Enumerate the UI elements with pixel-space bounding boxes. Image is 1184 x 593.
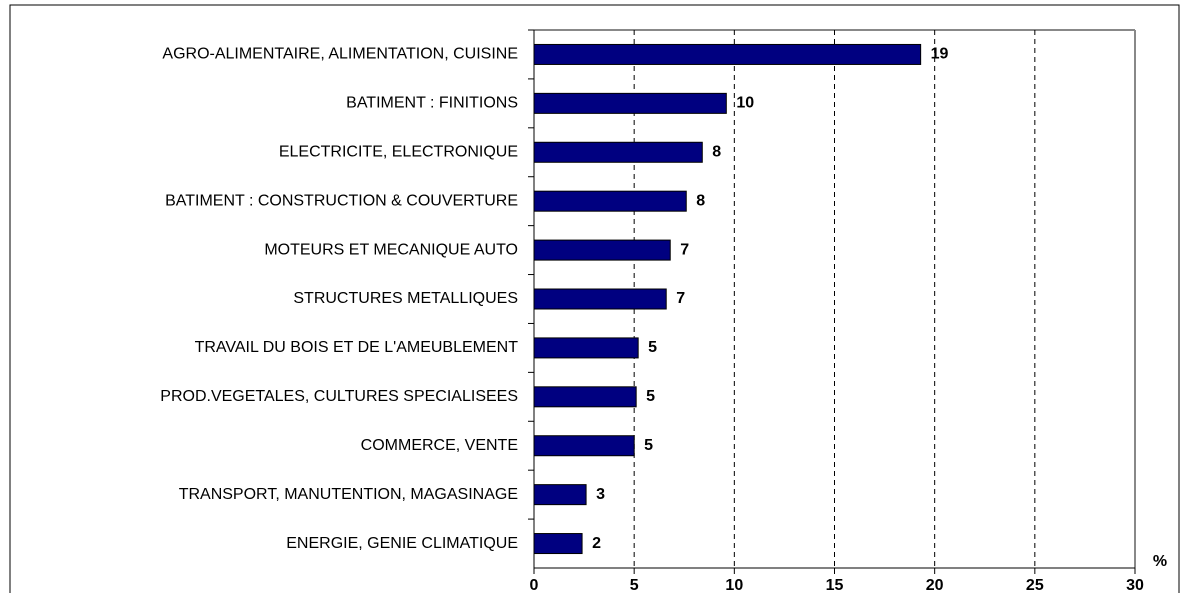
y-tick-label: ENERGIE, GENIE CLIMATIQUE <box>286 535 518 552</box>
x-tick-label: 30 <box>1126 577 1144 593</box>
y-tick-label: MOTEURS ET MECANIQUE AUTO <box>264 241 518 258</box>
data-label: 8 <box>696 192 705 209</box>
data-label: 10 <box>736 95 754 112</box>
bar <box>533 435 635 457</box>
bar <box>533 190 687 212</box>
bar <box>533 92 727 114</box>
y-tick-label: BATIMENT : FINITIONS <box>346 95 518 112</box>
data-label: 7 <box>680 241 689 258</box>
y-tick-label: TRANSPORT, MANUTENTION, MAGASINAGE <box>179 486 518 503</box>
data-label: 7 <box>676 290 685 307</box>
bar <box>533 337 639 359</box>
data-label: 5 <box>646 388 655 405</box>
x-tick-label: 20 <box>926 577 944 593</box>
data-label: 3 <box>596 486 605 503</box>
bar <box>533 141 703 163</box>
data-label: 5 <box>648 339 657 356</box>
bar <box>533 533 583 555</box>
y-tick-label: PROD.VEGETALES, CULTURES SPECIALISEES <box>160 388 518 405</box>
bar <box>533 386 637 408</box>
data-label: 5 <box>644 437 653 454</box>
data-label: 8 <box>712 143 721 160</box>
bar <box>533 43 922 65</box>
bar <box>533 239 671 261</box>
x-tick-label: 10 <box>725 577 743 593</box>
y-tick-label: AGRO-ALIMENTAIRE, ALIMENTATION, CUISINE <box>162 46 518 63</box>
x-tick-label: 5 <box>630 577 639 593</box>
data-label: 2 <box>592 535 601 552</box>
x-tick-label: 0 <box>530 577 539 593</box>
y-tick-label: STRUCTURES METALLIQUES <box>293 290 518 307</box>
y-tick-label: TRAVAIL DU BOIS ET DE L'AMEUBLEMENT <box>195 339 519 356</box>
data-label: 19 <box>931 46 949 63</box>
y-tick-label: COMMERCE, VENTE <box>361 437 518 454</box>
x-tick-label: 25 <box>1026 577 1044 593</box>
bar <box>533 484 587 506</box>
frame <box>9 4 1180 593</box>
x-tick-label: 15 <box>826 577 844 593</box>
x-axis-label: % <box>1153 553 1167 570</box>
y-tick-label: ELECTRICITE, ELECTRONIQUE <box>279 143 518 160</box>
y-tick-label: BATIMENT : CONSTRUCTION & COUVERTURE <box>165 192 518 209</box>
bar <box>533 288 667 310</box>
